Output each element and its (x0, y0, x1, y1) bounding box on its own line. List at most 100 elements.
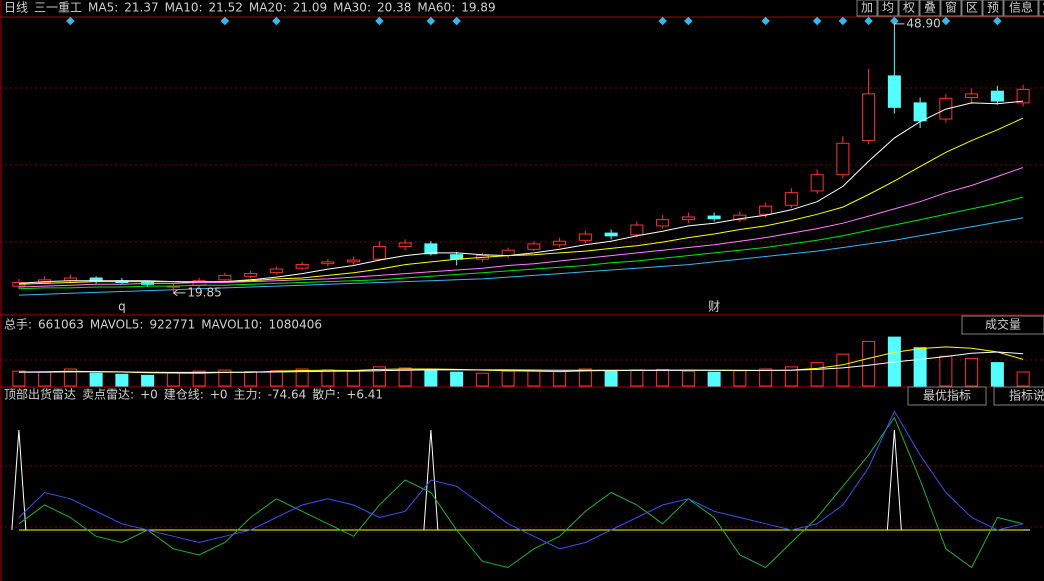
toolbar-button[interactable] (940, 0, 962, 17)
toolbar-button[interactable] (982, 0, 1004, 17)
volume-bar (939, 355, 953, 387)
readout: MAVOL5: (90, 318, 144, 332)
candle-body (218, 274, 232, 281)
candle-body (862, 93, 876, 142)
series-line (18, 217, 1024, 296)
readout: 顶部出货雷达 (4, 387, 76, 402)
event-marker (66, 16, 75, 26)
toolbar-label[interactable]: 均 (882, 1, 894, 15)
candle-body (1016, 88, 1030, 104)
toolbar-button[interactable] (1003, 0, 1039, 17)
candle-body (578, 233, 592, 241)
volume-bar (398, 367, 412, 387)
event-marker (684, 16, 693, 26)
exit-button[interactable] (1038, 0, 1044, 17)
readout: MA30: (333, 1, 371, 15)
volume-bar (810, 362, 824, 387)
spike (11, 429, 27, 531)
spike (423, 429, 439, 531)
volume-bar (38, 371, 52, 387)
toolbar-label[interactable]: 预 (987, 1, 999, 15)
readout: 1080406 (269, 318, 322, 332)
max-pointer (893, 23, 905, 32)
volume-bar (218, 369, 232, 387)
toolbar-label[interactable]: 加 (861, 1, 873, 15)
volume-bar (656, 368, 670, 387)
readout: MA5: (88, 1, 118, 15)
indicator-name[interactable]: 成交量 (985, 317, 1021, 332)
readout: +6.41 (346, 388, 383, 402)
candle-body (347, 259, 361, 263)
event-marker (864, 16, 873, 26)
readout: MAVOL10: (201, 318, 262, 332)
candle-body (321, 261, 335, 265)
readout: 20.38 (377, 1, 411, 15)
candle-body (630, 224, 644, 236)
toolbar-button[interactable] (919, 0, 941, 17)
readout: MA20: (249, 1, 287, 15)
volume-bar (244, 371, 258, 387)
indicator-button-label[interactable]: 指标说明 (1009, 388, 1044, 403)
indicator-button[interactable] (993, 386, 1044, 406)
marker: 财 (708, 300, 720, 314)
volume-bar (578, 368, 592, 387)
volume-bar (990, 362, 1004, 387)
readout: +0 (140, 388, 158, 402)
indicator-button-label[interactable]: 最优指标 (923, 388, 971, 403)
series-line (18, 167, 1024, 288)
candle-body (784, 192, 798, 206)
toolbar-button[interactable] (961, 0, 983, 17)
series-line (18, 196, 1024, 290)
spike (886, 429, 902, 531)
volume-bar (12, 370, 26, 387)
readout: 661063 (38, 318, 84, 332)
volume-bar (347, 370, 361, 387)
event-marker (426, 16, 436, 26)
candle-body (681, 216, 695, 221)
toolbar-button[interactable] (898, 0, 920, 17)
readout: 21.52 (209, 1, 243, 15)
readout: MA10: (165, 1, 203, 15)
readout: 三一重工 (34, 1, 82, 15)
volume-bar (836, 353, 850, 387)
min-pointer (173, 289, 186, 297)
volume-bar (192, 370, 206, 387)
toolbar-button[interactable] (856, 0, 878, 17)
candle-body (372, 246, 386, 260)
toolbar-label[interactable]: 叠 (924, 1, 936, 15)
marker: q (118, 300, 126, 314)
candle-body (913, 102, 927, 122)
indicator-button[interactable] (907, 386, 987, 406)
volume-bar (166, 372, 180, 387)
volume-bar (115, 373, 129, 387)
candle-body (810, 174, 824, 192)
volume-bar (89, 372, 103, 387)
volume-bar (707, 371, 721, 387)
candle-body (759, 205, 773, 215)
readout: 922771 (149, 318, 195, 332)
event-marker (452, 16, 461, 26)
volume-bar (527, 369, 541, 387)
readout: 散户: (312, 387, 340, 402)
volume-bar (321, 369, 335, 387)
volume-bar (424, 368, 438, 387)
toolbar-label[interactable]: 信息 (1009, 0, 1033, 15)
toolbar-label[interactable]: 权 (903, 1, 915, 15)
candle-body (656, 219, 670, 227)
candle-body (604, 232, 618, 237)
volume-bar (141, 374, 155, 387)
toolbar-label[interactable]: 窗 (945, 1, 957, 15)
volume-bar (295, 368, 309, 387)
candle-body (887, 75, 901, 108)
toolbar-label[interactable]: 区 (966, 1, 978, 15)
indicator-button[interactable] (961, 315, 1044, 335)
volume-bar (1016, 371, 1030, 387)
candle-body (733, 214, 747, 221)
event-marker (272, 16, 281, 26)
event-marker (220, 16, 230, 26)
readout: +0 (210, 388, 228, 402)
readout: 主力: (234, 388, 262, 402)
toolbar-button[interactable] (877, 0, 899, 17)
candle-body (527, 243, 541, 250)
